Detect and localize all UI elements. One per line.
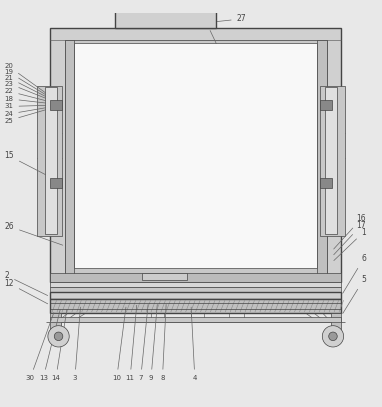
Bar <box>325 88 337 234</box>
Bar <box>320 177 332 188</box>
Text: 14: 14 <box>52 310 67 381</box>
Bar <box>331 313 342 330</box>
Text: 19: 19 <box>5 69 60 103</box>
Text: 11: 11 <box>126 305 137 381</box>
Bar <box>50 292 342 300</box>
Text: 6: 6 <box>343 254 366 293</box>
Circle shape <box>48 326 69 347</box>
Text: 17: 17 <box>334 221 366 255</box>
Text: 30: 30 <box>26 313 54 381</box>
Text: 20: 20 <box>5 63 60 103</box>
Bar <box>50 300 342 313</box>
Bar <box>320 100 332 110</box>
Circle shape <box>54 332 63 341</box>
Text: 13: 13 <box>39 310 60 381</box>
Text: 7: 7 <box>139 304 148 381</box>
Text: 29: 29 <box>138 14 151 24</box>
Text: 8: 8 <box>160 304 166 381</box>
Text: 15: 15 <box>5 151 59 182</box>
Bar <box>45 88 57 234</box>
Bar <box>50 273 342 282</box>
Bar <box>74 43 317 268</box>
Text: 10: 10 <box>112 307 126 381</box>
Bar <box>115 7 216 28</box>
Bar <box>141 273 187 280</box>
Bar <box>65 40 74 274</box>
Bar <box>50 287 342 292</box>
Text: 1: 1 <box>334 228 366 260</box>
Text: 18: 18 <box>5 96 60 105</box>
Bar <box>317 40 327 274</box>
Bar <box>50 100 62 110</box>
Text: 23: 23 <box>5 81 60 104</box>
Text: 22: 22 <box>5 88 60 104</box>
Text: 5: 5 <box>343 275 366 313</box>
Text: 2: 2 <box>5 271 48 295</box>
Text: 21: 21 <box>5 75 60 104</box>
Bar <box>65 40 327 274</box>
Text: 25: 25 <box>5 106 60 124</box>
Text: 3: 3 <box>73 307 80 381</box>
Text: 24: 24 <box>5 105 60 117</box>
Text: 27: 27 <box>209 14 246 24</box>
Bar <box>50 282 342 287</box>
Bar <box>37 85 62 236</box>
Text: 4: 4 <box>191 307 197 381</box>
Bar <box>320 85 345 236</box>
Text: 12: 12 <box>5 279 48 304</box>
Circle shape <box>322 326 344 347</box>
Circle shape <box>329 332 337 341</box>
Text: 31: 31 <box>5 103 60 109</box>
Text: 9: 9 <box>149 304 157 381</box>
Text: 26: 26 <box>5 222 63 245</box>
Bar <box>50 28 342 282</box>
Bar <box>50 313 61 330</box>
Text: 16: 16 <box>334 214 366 249</box>
Bar <box>50 317 342 322</box>
Bar <box>50 177 62 188</box>
